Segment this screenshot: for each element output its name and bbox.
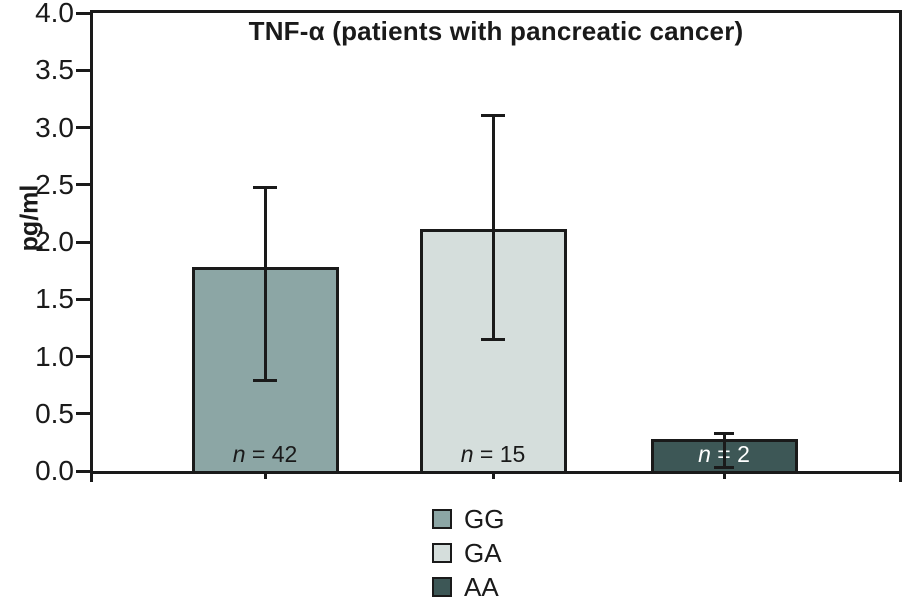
axis-corner-tick-left (90, 473, 93, 482)
y-tick-label: 1.5 (35, 283, 74, 315)
y-tick-label: 0.0 (35, 455, 74, 486)
y-tick-label: 2.5 (35, 168, 74, 200)
error-bar-aa (722, 433, 726, 468)
legend-label-gg: GG (464, 504, 505, 534)
y-tick-mark (76, 469, 90, 473)
legend-swatch-aa (432, 577, 452, 597)
y-tick-label: 2.0 (35, 226, 74, 257)
bar-ga: n = 15 (419, 229, 567, 471)
error-bar-ga (491, 114, 495, 341)
y-tick-label: 4.0 (35, 0, 74, 28)
error-cap-bottom (253, 378, 277, 382)
chart-title: TNF-α (patients with pancreatic cancer) (248, 16, 744, 46)
error-cap-top (714, 432, 734, 436)
y-tick-mark (76, 412, 90, 416)
error-cap-top (253, 186, 277, 190)
x-tick-mark (263, 474, 267, 479)
y-tick-mark (76, 183, 90, 187)
error-cap-top (481, 113, 505, 117)
y-tick-label: 3.5 (35, 54, 74, 86)
n-count-label-ga: n = 15 (460, 440, 526, 467)
y-tick-label: 1.0 (35, 340, 74, 372)
y-tick-mark (76, 126, 90, 129)
error-cap-bottom (481, 338, 505, 342)
x-tick-mark (491, 474, 495, 479)
legend-row-gg: GG (432, 504, 505, 534)
y-tick-mark (76, 355, 90, 358)
y-tick-label: 0.5 (35, 397, 74, 429)
y-tick-mark (76, 11, 90, 15)
legend-swatch-gg (432, 509, 452, 529)
legend-row-ga: GA (432, 538, 504, 568)
legend: GG GA AA (432, 504, 505, 600)
legend-label-aa: AA (464, 572, 499, 600)
error-bar-gg (263, 187, 267, 381)
axis-corner-tick-right (899, 473, 902, 482)
n-count-label-gg: n = 42 (232, 440, 298, 467)
y-tick-mark (76, 68, 90, 72)
legend-swatch-ga (432, 543, 452, 563)
error-cap-bottom (714, 465, 734, 469)
legend-row-aa: AA (432, 572, 504, 600)
legend-label-ga: GA (464, 538, 502, 568)
y-tick-mark (76, 297, 90, 301)
y-tick-mark (76, 240, 90, 244)
y-tick-label: 3.0 (35, 111, 74, 143)
x-tick-mark (722, 474, 726, 479)
